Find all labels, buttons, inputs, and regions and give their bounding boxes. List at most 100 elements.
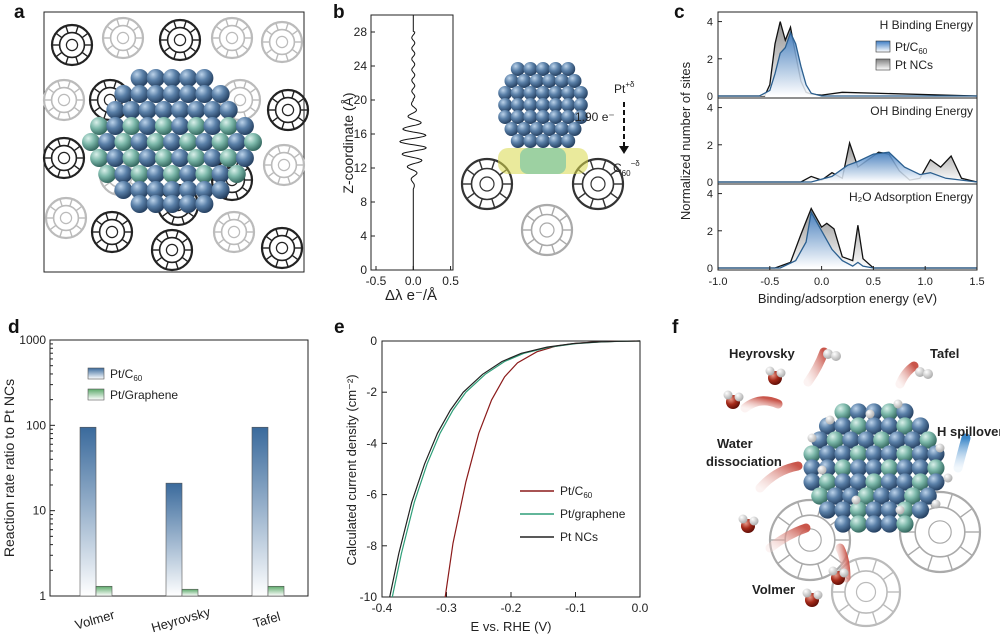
- cage-bond: [285, 259, 289, 268]
- pt-atom: [146, 195, 165, 213]
- pt-atom: [536, 86, 550, 100]
- pt-atom: [211, 181, 230, 199]
- panel-d-rate-ratio-chart: 1 10 100 1000 Volmer Heyrovsky Tafel Pt/C60 Pt/G…: [1, 333, 309, 635]
- pt-atom: [849, 473, 868, 491]
- reaction-arrow: [765, 523, 811, 553]
- pt-atom: [880, 473, 899, 491]
- cage-bond: [275, 22, 279, 31]
- volmer-label: Volmer: [752, 582, 795, 597]
- cage-bond: [163, 46, 171, 53]
- pt-atom: [834, 403, 852, 421]
- d-legend-swatch-pt-c60: [87, 367, 105, 380]
- pt-atom: [919, 487, 937, 505]
- cage-bond: [47, 145, 55, 152]
- pt-atom: [498, 98, 513, 112]
- c-subplot-title: H Binding Energy: [880, 18, 973, 32]
- pt-atom: [896, 473, 914, 491]
- panel-f-mechanism-illustration: Heyrovsky Tafel Water dissociation H spi…: [706, 346, 1000, 628]
- cage-bond: [116, 18, 120, 27]
- pt-atom: [195, 69, 214, 87]
- pt-atom: [561, 62, 576, 76]
- pt-atom: [888, 431, 906, 449]
- c-subplot: 0 2 4 H₂O Adsorption Energy: [707, 183, 978, 275]
- cage-bond: [116, 49, 120, 58]
- fullerene-cage: [42, 136, 86, 180]
- c-legend-label-pt-ncs: Pt NCs: [895, 58, 933, 72]
- cage-bond: [287, 176, 291, 185]
- cage-bond: [75, 205, 83, 212]
- atom-cluster: [498, 62, 588, 148]
- cage-bond: [907, 546, 921, 557]
- pt-atom: [130, 165, 149, 183]
- cage-bond: [610, 192, 619, 200]
- cage-bond: [105, 212, 109, 221]
- cage-core-ring: [281, 103, 295, 117]
- hydrogen-atom: [915, 367, 925, 377]
- cage-bond: [838, 603, 850, 613]
- cage-bond: [173, 20, 177, 29]
- adsorbed-h-atom: [825, 415, 835, 425]
- c-legend-sub: 60: [918, 47, 927, 56]
- panel-label-d: d: [8, 317, 20, 338]
- c-x-tick-label: 1.5: [969, 276, 984, 288]
- pt-atom: [106, 101, 125, 119]
- cage-bond: [235, 191, 239, 200]
- adsorbed-h-atom: [943, 473, 953, 483]
- cage-bond: [181, 256, 189, 263]
- reaction-arrow: [740, 396, 783, 413]
- cage-core-ring: [277, 158, 291, 172]
- cage-core-ring: [855, 581, 877, 603]
- cage-bond: [243, 238, 251, 245]
- pt-atom: [90, 149, 109, 167]
- cage-bond: [267, 171, 275, 178]
- cage-bond: [81, 32, 89, 39]
- c-x-axis-label: Binding/adsorption energy (eV): [758, 291, 937, 306]
- c-legend-swatch-pt-ncs: [875, 58, 891, 71]
- pt-atom: [122, 117, 141, 135]
- cage-bond: [297, 116, 305, 123]
- cage-bond: [277, 145, 281, 154]
- c-x-tick-label: 0.5: [866, 276, 881, 288]
- panel-e-current-density-chart: 0-2-4-6-8-10-0.4 -0.3 -0.2 -0.1 0.0Pt/C60Pt/…: [344, 334, 649, 634]
- cage-bond: [249, 87, 257, 94]
- cage-core-ring: [225, 31, 239, 45]
- cage-bond: [57, 111, 61, 120]
- pt-atom: [510, 62, 525, 76]
- c-y-tick-label: 2: [707, 54, 713, 66]
- cage-bond: [589, 160, 594, 170]
- pt-atom: [211, 85, 230, 103]
- b-pt-cluster: [498, 62, 588, 174]
- pt-atom: [510, 110, 525, 124]
- pt-atom: [896, 515, 914, 533]
- e-plot-frame: [381, 340, 641, 598]
- adsorbed-h-atom: [935, 443, 945, 453]
- cage-bond: [491, 198, 496, 208]
- cage-bond: [602, 160, 607, 170]
- d-legend-label-pt-graphene: Pt/Graphene: [110, 388, 178, 402]
- cage-core-ring: [65, 38, 79, 52]
- f-reaction-arrows: [740, 347, 971, 583]
- cage-bond: [73, 106, 81, 113]
- pt-atom: [803, 459, 821, 477]
- cage-core-ring: [105, 225, 119, 239]
- hydrogen-atom: [723, 390, 733, 400]
- fullerene-cage: [150, 228, 194, 272]
- c-pt-ncs-series-fill: [718, 21, 977, 97]
- cage-core-ring: [590, 176, 606, 192]
- cage-bond: [946, 555, 954, 571]
- e-x-tick-label: -0.1: [565, 601, 586, 615]
- cage-bond: [105, 243, 109, 252]
- cage-bond: [121, 219, 129, 226]
- cage-bond: [69, 229, 73, 238]
- adsorbed-h-atom: [895, 505, 905, 515]
- cage-bond: [161, 211, 169, 218]
- hydrogen-atom: [923, 369, 933, 379]
- pt-atom: [227, 133, 246, 151]
- cage-bond: [559, 214, 568, 222]
- pt-atom: [146, 69, 165, 87]
- pt-atom: [195, 181, 214, 199]
- pt-atom: [567, 74, 582, 88]
- pt-atom: [873, 487, 891, 505]
- cage-bond: [277, 176, 281, 185]
- reaction-arrow: [895, 361, 919, 389]
